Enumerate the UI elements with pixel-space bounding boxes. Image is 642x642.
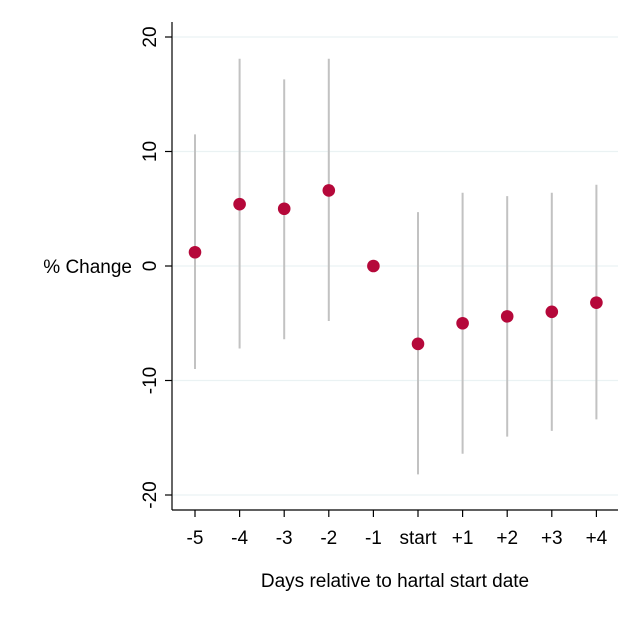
data-points — [188, 184, 603, 351]
data-point — [545, 305, 559, 319]
data-point — [367, 259, 380, 273]
data-point — [411, 337, 425, 351]
x-tick-label: -5 — [187, 528, 204, 549]
y-tick-label: 20 — [140, 26, 161, 47]
data-point — [277, 202, 291, 216]
y-axis-title: % Change — [43, 257, 132, 278]
x-tick-label: -1 — [365, 528, 382, 549]
data-point — [188, 245, 202, 259]
y-tick-label: 0 — [140, 261, 161, 272]
x-tick-label: +3 — [541, 528, 563, 549]
x-tick-label: -4 — [231, 528, 248, 549]
data-point — [500, 310, 514, 323]
data-point — [233, 197, 246, 211]
axes — [165, 22, 618, 517]
data-point — [322, 184, 336, 197]
x-axis-title: Days relative to hartal start date — [261, 571, 529, 592]
y-tick-label: -20 — [140, 481, 161, 508]
x-tick-label: -3 — [276, 528, 293, 549]
tick-labels: -20 -10 0 10 20 -5 -4 -3 -2 -1 start +1 +2 +3 +4 — [140, 26, 608, 549]
data-point — [590, 296, 603, 309]
x-tick-label: -2 — [320, 528, 337, 549]
grid-lines — [173, 36, 618, 496]
y-tick-label: -10 — [140, 367, 161, 394]
x-tick-label: +4 — [586, 528, 608, 549]
x-tick-label: start — [400, 528, 438, 549]
x-tick-label: +2 — [496, 528, 518, 549]
y-tick-label: 10 — [140, 141, 161, 162]
data-point — [456, 316, 469, 330]
x-tick-label: +1 — [452, 528, 474, 549]
